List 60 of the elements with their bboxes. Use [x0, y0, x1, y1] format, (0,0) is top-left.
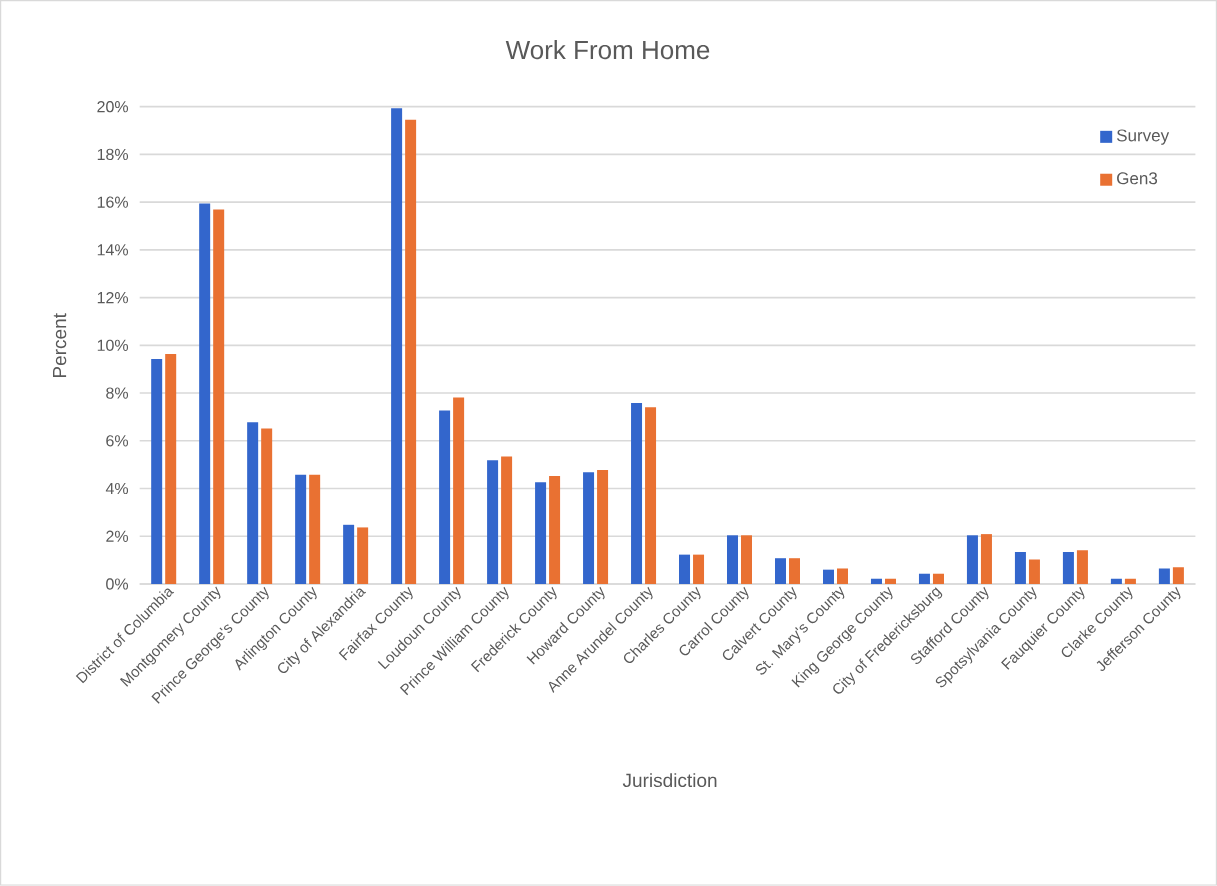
bar: [822, 569, 834, 585]
bar: [1110, 578, 1122, 585]
bar: [775, 558, 786, 585]
bar: [309, 474, 321, 585]
bar: [501, 456, 513, 585]
bar: [980, 534, 992, 585]
bar: [645, 407, 657, 585]
bar: [295, 474, 307, 585]
bar: [741, 535, 753, 585]
bar: [918, 573, 930, 585]
bar: [631, 403, 643, 585]
bar: [453, 397, 465, 585]
x-axis-title: Jurisdiction: [622, 773, 717, 788]
bar: [405, 119, 417, 585]
y-tick-label: 8%: [106, 387, 129, 399]
y-tick-label: 6%: [106, 435, 129, 447]
bar: [1076, 550, 1088, 585]
bar: [1062, 552, 1074, 585]
y-tick-label: 0%: [106, 578, 129, 590]
bar: [679, 554, 691, 585]
bar: [932, 573, 944, 585]
y-tick-label: 18%: [97, 148, 129, 161]
bar: [439, 410, 451, 585]
bar: [213, 209, 225, 585]
legend-label: Gen3: [1117, 172, 1158, 185]
bar: [535, 482, 547, 585]
bar: [343, 524, 355, 585]
y-tick-label: 4%: [105, 483, 129, 495]
legend-label: Survey: [1116, 129, 1170, 145]
bar: [836, 568, 848, 585]
bar: [1172, 567, 1184, 585]
y-tick-label: 10%: [97, 339, 129, 352]
bar: [884, 578, 896, 585]
bar: [597, 470, 609, 585]
y-tick-label: 20%: [97, 101, 129, 113]
bar: [583, 472, 595, 585]
chart-title: Work From Home: [505, 40, 710, 60]
y-tick-label: 16%: [97, 196, 129, 208]
bar: [391, 108, 403, 585]
y-axis-title: Percent: [53, 313, 67, 378]
bar: [549, 476, 561, 585]
bar: [151, 359, 163, 585]
bar: [165, 354, 177, 585]
bar: [693, 554, 705, 585]
bar: [1124, 578, 1136, 585]
bar: [870, 578, 882, 585]
bar: [357, 527, 369, 585]
bar: [261, 428, 273, 585]
bar: [1014, 552, 1026, 585]
y-tick-label: 2%: [106, 530, 129, 542]
bar: [487, 460, 499, 585]
bar: [966, 535, 978, 585]
bar: [1028, 559, 1040, 585]
y-tick-label: 12%: [97, 292, 129, 304]
bar: [727, 535, 739, 585]
bar: [1158, 568, 1170, 585]
bar: [199, 203, 211, 585]
bar: [789, 558, 801, 585]
bar: [247, 422, 259, 585]
y-tick-label: 14%: [97, 244, 129, 256]
